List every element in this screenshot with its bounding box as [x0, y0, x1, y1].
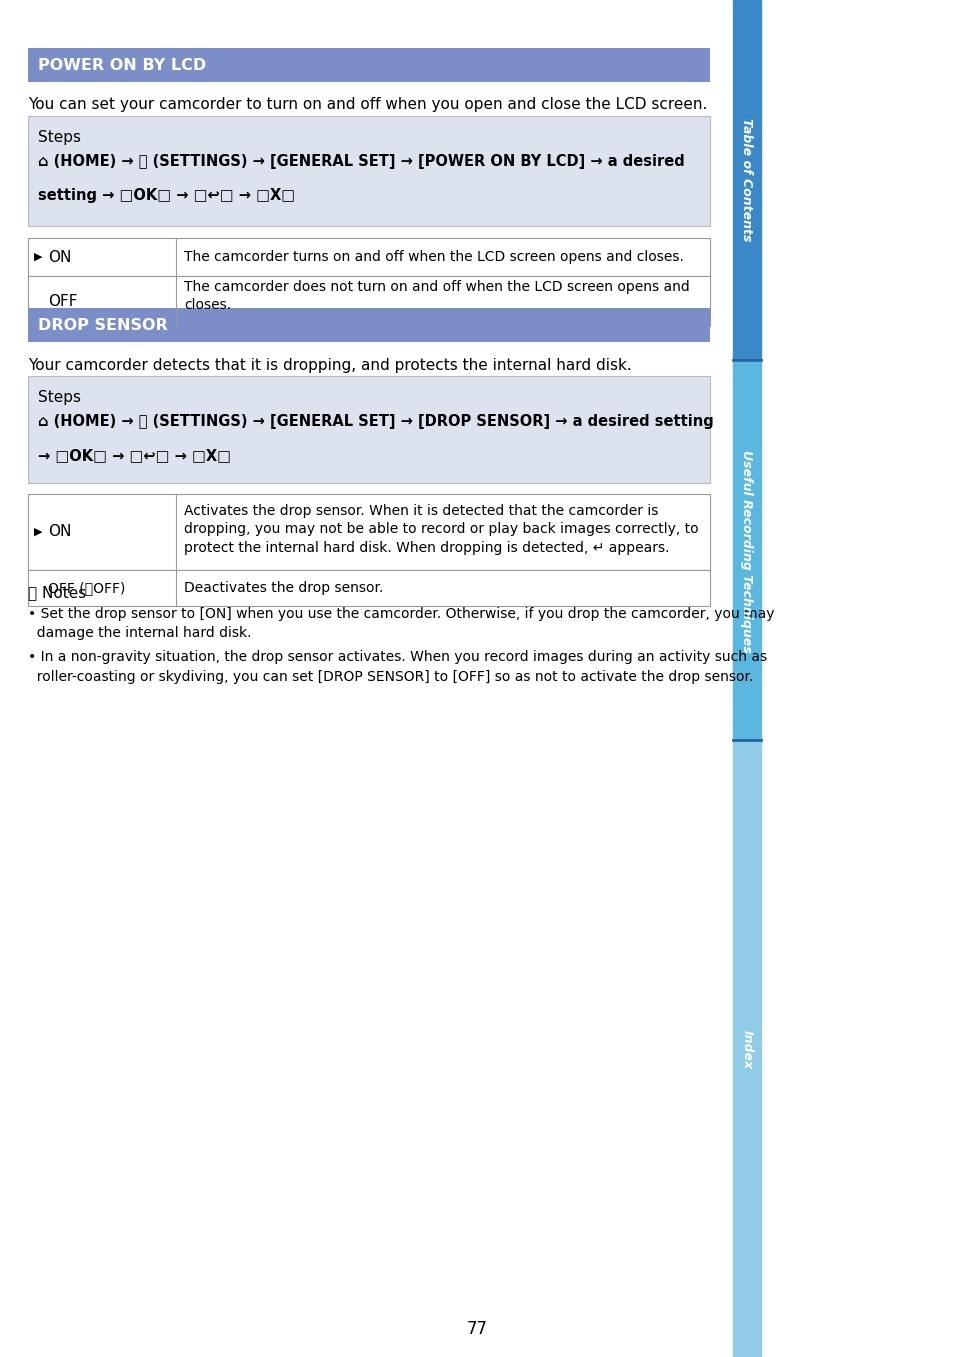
Bar: [28, 376, 709, 483]
Text: ⌂ (HOME) → ⎆ (SETTINGS) → [GENERAL SET] → [POWER ON BY LCD] → a desired: ⌂ (HOME) → ⎆ (SETTINGS) → [GENERAL SET] …: [38, 153, 684, 170]
Text: You can set your camcorder to turn on and off when you open and close the LCD sc: You can set your camcorder to turn on an…: [28, 96, 706, 113]
Text: Index: Index: [740, 1030, 753, 1069]
Bar: [28, 275, 709, 326]
Text: OFF (ⓘOFF): OFF (ⓘOFF): [48, 581, 125, 594]
Text: ⌂ (HOME) → ⎆ (SETTINGS) → [GENERAL SET] → [DROP SENSOR] → a desired setting: ⌂ (HOME) → ⎆ (SETTINGS) → [GENERAL SET] …: [38, 414, 713, 429]
Text: Steps: Steps: [38, 389, 81, 404]
Bar: [28, 47, 709, 81]
Text: Useful Recording Techniques: Useful Recording Techniques: [740, 449, 753, 653]
Bar: [28, 494, 709, 570]
Text: → □OK□ → □↩□ → □X□: → □OK□ → □↩□ → □X□: [38, 448, 231, 463]
Bar: [28, 570, 709, 607]
Text: Steps: Steps: [38, 130, 81, 145]
Bar: [28, 376, 709, 483]
Text: • In a non-gravity situation, the drop sensor activates. When you record images : • In a non-gravity situation, the drop s…: [28, 650, 766, 684]
Bar: [28, 115, 709, 227]
Text: Table of Contents: Table of Contents: [740, 118, 753, 242]
Text: DROP SENSOR: DROP SENSOR: [38, 318, 168, 332]
Bar: [28, 237, 709, 275]
Bar: [732, 362, 760, 740]
Bar: [732, 742, 760, 1357]
Text: setting → □OK□ → □↩□ → □X□: setting → □OK□ → □↩□ → □X□: [38, 189, 294, 204]
Text: ON: ON: [48, 525, 71, 540]
Text: • Set the drop sensor to [ON] when you use the camcorder. Otherwise, if you drop: • Set the drop sensor to [ON] when you u…: [28, 607, 774, 641]
Text: 77: 77: [466, 1320, 487, 1338]
Bar: [732, 0, 760, 360]
Text: The camcorder does not turn on and off when the LCD screen opens and
closes.: The camcorder does not turn on and off w…: [184, 280, 689, 312]
Text: OFF: OFF: [48, 293, 77, 308]
Text: ⓘ Notes: ⓘ Notes: [28, 585, 86, 600]
Text: ON: ON: [48, 250, 71, 265]
Text: POWER ON BY LCD: POWER ON BY LCD: [38, 57, 206, 72]
Text: ▶: ▶: [34, 252, 43, 262]
Text: Deactivates the drop sensor.: Deactivates the drop sensor.: [184, 581, 383, 594]
Text: Your camcorder detects that it is dropping, and protects the internal hard disk.: Your camcorder detects that it is droppi…: [28, 358, 631, 373]
Text: Activates the drop sensor. When it is detected that the camcorder is
dropping, y: Activates the drop sensor. When it is de…: [184, 503, 698, 555]
Bar: [28, 115, 709, 227]
Bar: [28, 308, 709, 342]
Text: The camcorder turns on and off when the LCD screen opens and closes.: The camcorder turns on and off when the …: [184, 250, 683, 265]
Text: ▶: ▶: [34, 527, 43, 537]
